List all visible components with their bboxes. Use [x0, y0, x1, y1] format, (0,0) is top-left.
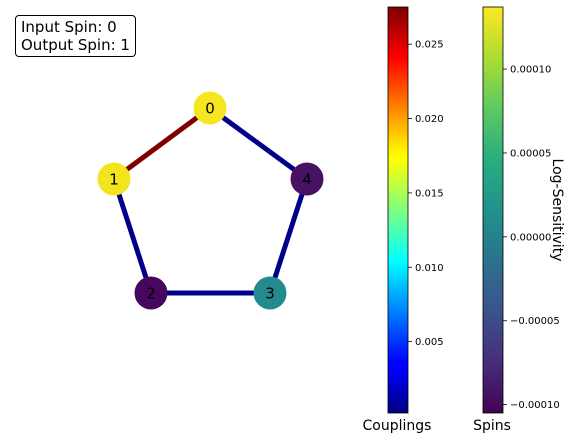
colorbar-tick-label: 0.010: [415, 263, 444, 274]
spins-colorbar-label: Spins: [473, 418, 511, 434]
node-label: 3: [265, 285, 275, 303]
node-0: 0: [194, 92, 227, 125]
node-2: 2: [135, 277, 168, 310]
graph-edges: [114, 108, 307, 293]
node-3: 3: [254, 277, 287, 310]
colorbar-tick-label: 0.005: [415, 337, 444, 348]
node-1: 1: [98, 163, 131, 196]
couplings-colorbar-gradient: [388, 7, 408, 413]
spins-colorbar: −0.00010 −0.00005 0.00000 0.00005 0.00010 Sp…: [473, 7, 565, 434]
colorbar-tick-label: −0.00005: [510, 316, 560, 327]
colorbar-tick-label: 0.015: [415, 188, 444, 199]
colorbar-tick-label: 0.00005: [510, 148, 551, 159]
edge-1-2: [114, 179, 151, 293]
edge-3-4: [270, 179, 307, 293]
edge-0-1: [114, 108, 210, 179]
colorbar-tick-label: 0.00010: [510, 65, 551, 76]
node-label: 1: [109, 171, 119, 189]
colorbar-tick-label: 0.020: [415, 114, 444, 125]
node-label: 4: [302, 171, 312, 189]
node-label: 0: [205, 100, 215, 118]
couplings-colorbar-label: Couplings: [363, 418, 432, 434]
colorbar-tick-label: 0.025: [415, 40, 444, 51]
couplings-colorbar-ticks: 0.005 0.010 0.015 0.020 0.025: [408, 40, 444, 348]
spins-colorbar-gradient: [483, 7, 503, 413]
node-4: 4: [291, 163, 324, 196]
colorbar-tick-label: −0.00010: [510, 400, 560, 411]
node-label: 2: [146, 285, 156, 303]
graph-nodes: 0 1 2 3 4: [98, 92, 324, 310]
colorbar-tick-label: 0.00000: [510, 232, 551, 243]
edge-4-0: [210, 108, 307, 179]
log-sensitivity-label: Log-Sensitivity: [549, 159, 565, 262]
couplings-colorbar: 0.005 0.010 0.015 0.020 0.025 Couplings: [363, 7, 444, 434]
